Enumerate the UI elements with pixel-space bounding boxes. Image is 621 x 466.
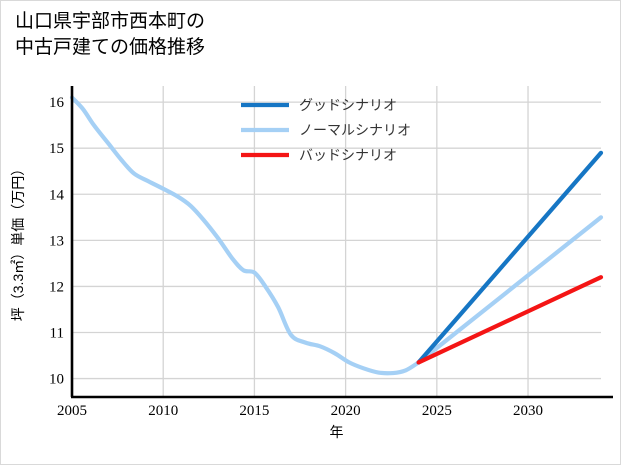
x-tick-2005: 2005 [57, 403, 87, 419]
legend-label-バッドシナリオ: バッドシナリオ [299, 147, 397, 163]
legend-label-ノーマルシナリオ: ノーマルシナリオ [299, 122, 411, 138]
x-tick-2025: 2025 [422, 403, 452, 419]
y-axis-title-text: 坪（3.3㎡）単価（万円） [10, 162, 26, 321]
x-tick-2020: 2020 [331, 403, 361, 419]
y-tick-11: 11 [50, 325, 64, 341]
y-tick-10: 10 [49, 372, 64, 388]
y-tick-14: 14 [49, 187, 65, 203]
chart-title: 山口県宇部市西本町の 中古戸建ての価格推移 [15, 11, 206, 58]
x-tick-2010: 2010 [148, 403, 178, 419]
forecast-line-バッドシナリオ [416, 275, 604, 365]
y-tick-15: 15 [49, 141, 64, 157]
y-axis-title: 坪（3.3㎡）単価（万円） [10, 162, 26, 321]
x-tick-2030: 2030 [513, 403, 543, 419]
legend-label-グッドシナリオ: グッドシナリオ [299, 97, 397, 113]
axis-spines [70, 86, 613, 399]
series-lines [69, 95, 604, 376]
x-axis-tick-labels: 2005 2010 2015 2020 2025 2030 [57, 403, 543, 419]
forecast-line-ノーマルシナリオ [416, 215, 604, 365]
forecast-line-グッドシナリオ [416, 150, 604, 365]
y-axis-tick-labels: 10 11 12 13 14 15 16 [49, 95, 65, 387]
y-tick-13: 13 [49, 233, 64, 249]
y-tick-12: 12 [49, 279, 64, 295]
x-axis-title: 年 [330, 424, 344, 440]
y-tick-16: 16 [49, 95, 65, 111]
history-line [69, 95, 421, 376]
x-tick-2015: 2015 [239, 403, 269, 419]
